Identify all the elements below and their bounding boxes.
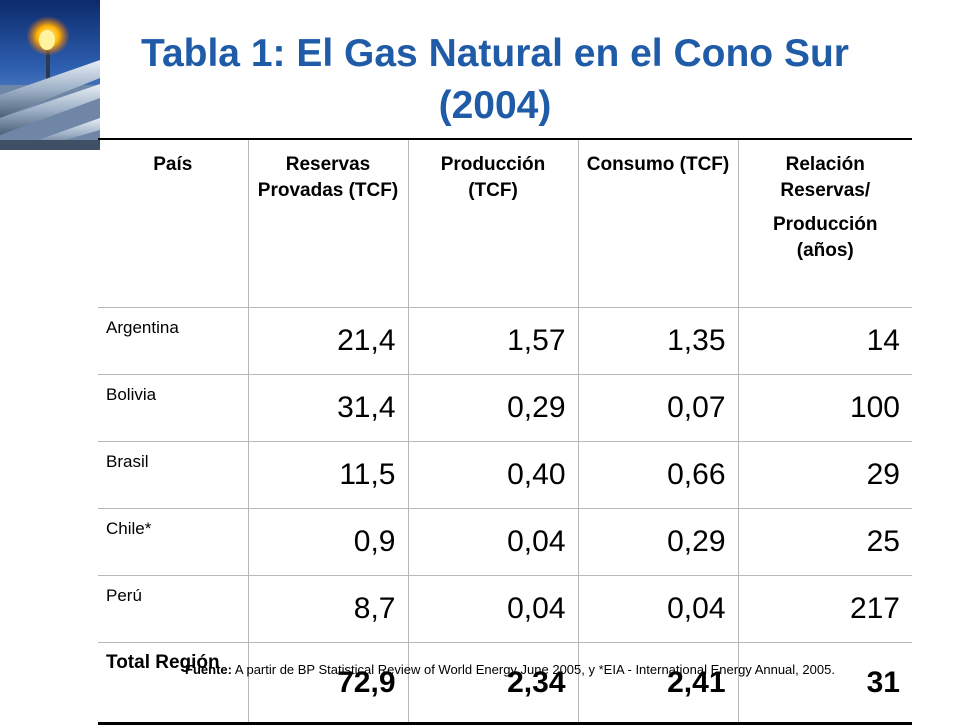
cell-total-reservas: 72,9 [247, 642, 408, 724]
cell-reservas: 21,4 [247, 307, 408, 375]
header-label: Reservas Provadas (TCF) [257, 154, 399, 201]
source-text: A partir de BP Statistical Review of Wor… [232, 662, 835, 677]
cell-reservas: 11,5 [247, 441, 408, 509]
table-row: Brasil 11,5 0,40 0,66 29 [98, 441, 912, 509]
cell-relacion: 217 [737, 575, 912, 643]
cell-consumo: 1,35 [577, 307, 738, 375]
table-row: Argentina 21,4 1,57 1,35 14 [98, 307, 912, 375]
cell-relacion: 29 [737, 441, 912, 509]
header-label: Relación Reservas/ [780, 154, 871, 201]
header-label: País [153, 154, 193, 175]
page-title: Tabla 1: El Gas Natural en el Cono Sur (… [141, 32, 849, 127]
table-row: Perú 8,7 0,04 0,04 217 [98, 575, 912, 643]
cell-reservas: 31,4 [247, 374, 408, 442]
table-row: Chile* 0,9 0,04 0,29 25 [98, 508, 912, 576]
cell-pais: Chile* [106, 519, 152, 538]
cell-total-relacion: 31 [737, 642, 912, 724]
cell-consumo: 0,29 [577, 508, 738, 576]
header-consumo: Consumo (TCF) [577, 139, 738, 308]
header-reservas: Reservas Provadas (TCF) [247, 139, 408, 308]
cell-consumo: 0,66 [577, 441, 738, 509]
table-row: Bolivia 31,4 0,29 0,07 100 [98, 374, 912, 442]
cell-total-label: Total Región [106, 652, 220, 673]
cell-pais: Perú [106, 586, 142, 605]
cell-produccion: 0,04 [407, 508, 578, 576]
cell-produccion: 1,57 [407, 307, 578, 375]
table-header-row: País Reservas Provadas (TCF) Producción … [98, 139, 912, 308]
cell-relacion: 14 [737, 307, 912, 375]
cell-consumo: 0,07 [577, 374, 738, 442]
cell-total-consumo: 2,41 [577, 642, 738, 724]
header-label-line2: Producción (años) [772, 214, 878, 261]
source-note: Fuente: A partir de BP Statistical Revie… [100, 661, 920, 679]
source-label: Fuente: [185, 662, 232, 677]
cell-relacion: 25 [737, 508, 912, 576]
header-pais: País [98, 139, 248, 308]
gas-table: País Reservas Provadas (TCF) Producción … [98, 138, 912, 725]
cell-pais: Argentina [106, 318, 179, 337]
header-label: Consumo (TCF) [586, 154, 730, 175]
cell-reservas: 0,9 [247, 508, 408, 576]
cell-total-produccion: 2,34 [407, 642, 578, 724]
cell-produccion: 0,29 [407, 374, 578, 442]
cell-pais: Bolivia [106, 385, 157, 404]
header-label: Producción (TCF) [440, 154, 546, 201]
cell-consumo: 0,04 [577, 575, 738, 643]
cell-relacion: 100 [737, 374, 912, 442]
cell-produccion: 0,04 [407, 575, 578, 643]
header-produccion: Producción (TCF) [407, 139, 578, 308]
header-relacion: Relación Reservas/ Producción (años) [737, 139, 912, 308]
cell-produccion: 0,40 [407, 441, 578, 509]
cell-pais: Brasil [106, 452, 149, 471]
total-row: Total Región 72,9 2,34 2,41 31 [98, 642, 912, 724]
cell-reservas: 8,7 [247, 575, 408, 643]
gas-pipeline-photo [0, 0, 100, 150]
